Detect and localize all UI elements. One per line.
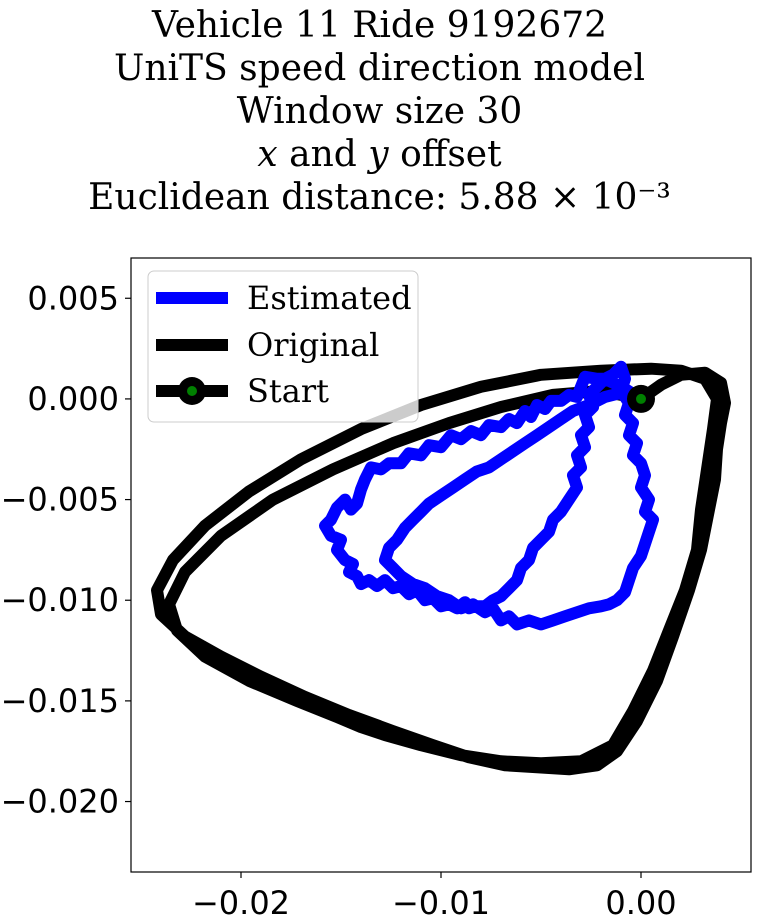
legend-label-start: Start — [247, 372, 329, 410]
legend: Estimated Original Start — [147, 270, 419, 423]
title-line-3: Window size 30 — [236, 91, 523, 132]
legend-box — [147, 270, 419, 423]
y-tick-label: −0.010 — [1, 581, 119, 619]
y-tick-label: −0.015 — [1, 682, 119, 720]
legend-label-original: Original — [247, 326, 379, 364]
series-line-estimated — [319, 360, 659, 631]
series-line-original — [151, 362, 731, 776]
y-tick-label: 0.000 — [27, 380, 119, 418]
legend-swatch-start-marker — [187, 386, 197, 396]
x-tick-label: 0.00 — [605, 884, 676, 920]
x-tick-label: −0.01 — [392, 884, 490, 920]
legend-label-estimated: Estimated — [247, 279, 412, 317]
start-marker — [636, 393, 646, 404]
axes-layer: −0.02 −0.01 0.00 0.005 0.000 −0.005 −0.010 −0.0… — [1, 279, 677, 920]
title-line-5: Euclidean distance: 5.88 × 10⁻³ — [88, 177, 671, 218]
title-var-y: y — [368, 134, 389, 175]
x-tick-label: −0.02 — [192, 884, 290, 920]
title-line-1: Vehicle 11 Ride 9192672 — [151, 5, 608, 46]
y-tick-label: 0.005 — [27, 279, 119, 317]
y-tick-label: −0.020 — [1, 783, 119, 821]
title-var-x: x — [257, 134, 278, 175]
title-line-4: x and y offset — [257, 134, 502, 175]
plot-series-layer — [151, 360, 731, 776]
title-line-2: UniTS speed direction model — [114, 48, 645, 89]
y-tick-label: −0.005 — [1, 481, 119, 519]
